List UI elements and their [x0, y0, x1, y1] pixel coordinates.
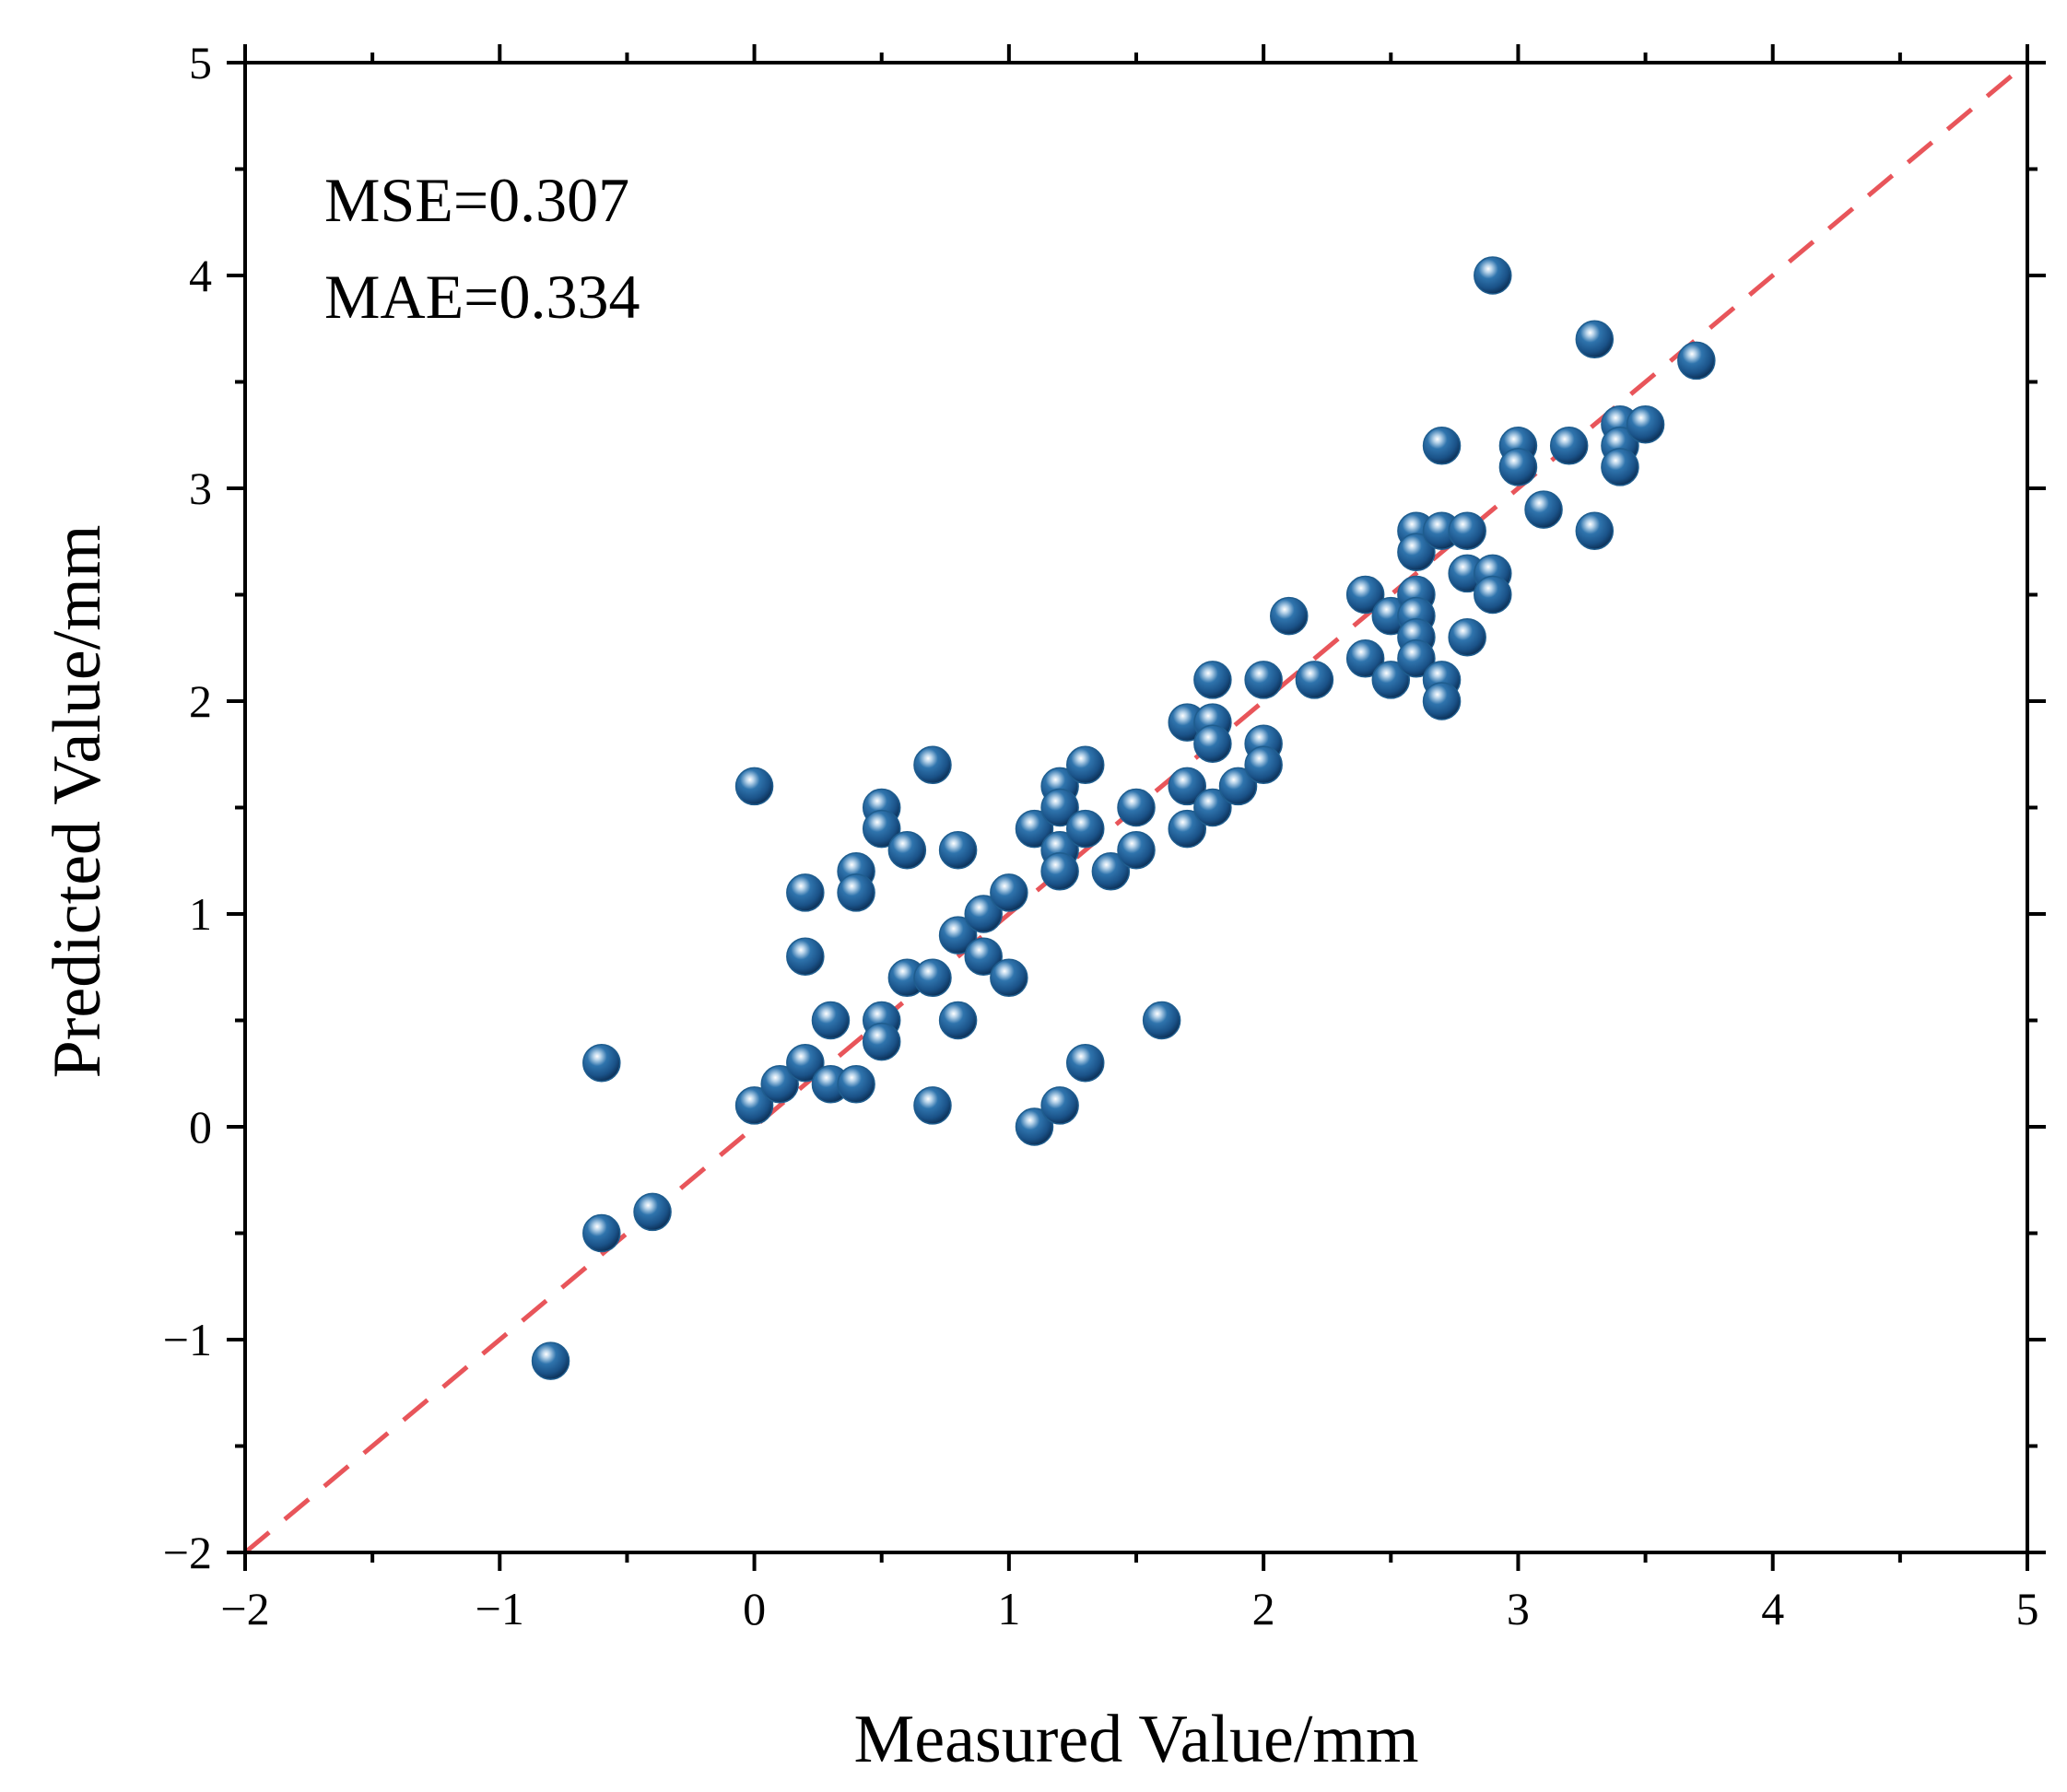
data-point — [964, 937, 1003, 976]
y-tick-label: 1 — [189, 888, 212, 940]
data-point — [1193, 724, 1232, 763]
data-point — [1474, 256, 1512, 295]
axis-ticks — [227, 44, 2046, 1571]
data-point — [1524, 490, 1563, 529]
data-point — [1498, 448, 1538, 486]
data-point — [1244, 745, 1283, 785]
data-point — [913, 958, 952, 998]
x-axis-title: Measured Value/mm — [853, 1702, 1418, 1777]
data-points — [531, 256, 1716, 1380]
data-point — [1422, 427, 1462, 465]
data-point — [990, 873, 1028, 912]
data-point — [1193, 788, 1232, 827]
y-tick-label: −1 — [163, 1314, 212, 1365]
data-point — [913, 745, 952, 785]
data-point — [913, 1086, 952, 1125]
data-point — [1040, 788, 1079, 827]
data-point — [1015, 809, 1054, 849]
y-axis-title: Predicted Value/mm — [40, 525, 115, 1079]
data-point — [1422, 682, 1462, 720]
mse-annotation: MSE=0.307 — [324, 165, 629, 235]
x-tick-label: 4 — [1761, 1583, 1784, 1634]
data-point — [734, 767, 774, 806]
data-point — [633, 1192, 672, 1232]
data-point — [1117, 830, 1156, 870]
data-point — [1448, 617, 1486, 657]
data-point — [1218, 767, 1258, 806]
data-point — [938, 916, 978, 955]
mae-annotation: MAE=0.334 — [324, 262, 640, 332]
data-point — [1345, 639, 1385, 678]
data-point — [1345, 575, 1385, 615]
data-point — [811, 1001, 851, 1040]
y-tick-labels: −2 −1 0 1 2 3 4 5 — [163, 37, 212, 1578]
data-point — [1065, 809, 1105, 849]
x-tick-label: 0 — [743, 1583, 766, 1634]
data-point — [862, 1022, 901, 1061]
data-point — [1677, 341, 1716, 381]
data-point — [1474, 575, 1512, 615]
data-point — [1168, 767, 1207, 806]
data-point — [531, 1341, 570, 1380]
data-point — [837, 1065, 875, 1104]
data-point — [938, 830, 978, 870]
data-point — [1371, 661, 1411, 699]
x-tick-label: 1 — [997, 1583, 1020, 1634]
data-point — [1015, 1107, 1054, 1146]
data-point — [1270, 596, 1309, 636]
x-tick-label: −1 — [476, 1583, 524, 1634]
data-point — [990, 958, 1028, 998]
data-point — [1626, 404, 1665, 444]
x-tick-label: 5 — [2016, 1583, 2039, 1634]
x-tick-label: 2 — [1252, 1583, 1275, 1634]
data-point — [760, 1065, 799, 1104]
data-point — [1549, 427, 1589, 465]
data-point — [964, 895, 1003, 933]
data-point — [1193, 661, 1232, 699]
data-point — [734, 1086, 774, 1125]
data-point — [1117, 788, 1156, 827]
data-point — [1168, 809, 1207, 849]
data-point — [1040, 1086, 1079, 1125]
data-point — [887, 830, 927, 870]
x-tick-labels: −2 −1 0 1 2 3 4 5 — [220, 1583, 2038, 1634]
data-point — [1601, 448, 1639, 486]
data-point — [1575, 511, 1615, 550]
y-tick-label: 4 — [189, 250, 212, 301]
y-tick-label: 5 — [189, 37, 212, 88]
data-point — [1448, 511, 1486, 550]
data-point — [1295, 661, 1334, 699]
data-point — [582, 1213, 621, 1253]
data-point — [786, 1043, 825, 1083]
data-point — [786, 937, 825, 976]
x-tick-label: −2 — [220, 1583, 269, 1634]
data-point — [1065, 745, 1105, 785]
data-point — [1244, 661, 1283, 699]
data-point — [786, 873, 825, 912]
data-point — [837, 873, 875, 912]
x-tick-label: 3 — [1507, 1583, 1530, 1634]
data-point — [938, 1001, 978, 1040]
data-point — [1142, 1001, 1181, 1040]
y-tick-label: 2 — [189, 675, 212, 727]
y-tick-label: −2 — [163, 1527, 212, 1578]
y-tick-label: 0 — [189, 1101, 212, 1153]
data-point — [1040, 852, 1079, 891]
y-tick-label: 3 — [189, 463, 212, 514]
data-point — [862, 809, 901, 849]
data-point — [1397, 639, 1436, 678]
data-point — [1065, 1043, 1105, 1083]
data-point — [1575, 320, 1615, 359]
data-point — [1397, 533, 1436, 572]
data-point — [1091, 852, 1131, 891]
data-point — [582, 1043, 621, 1083]
